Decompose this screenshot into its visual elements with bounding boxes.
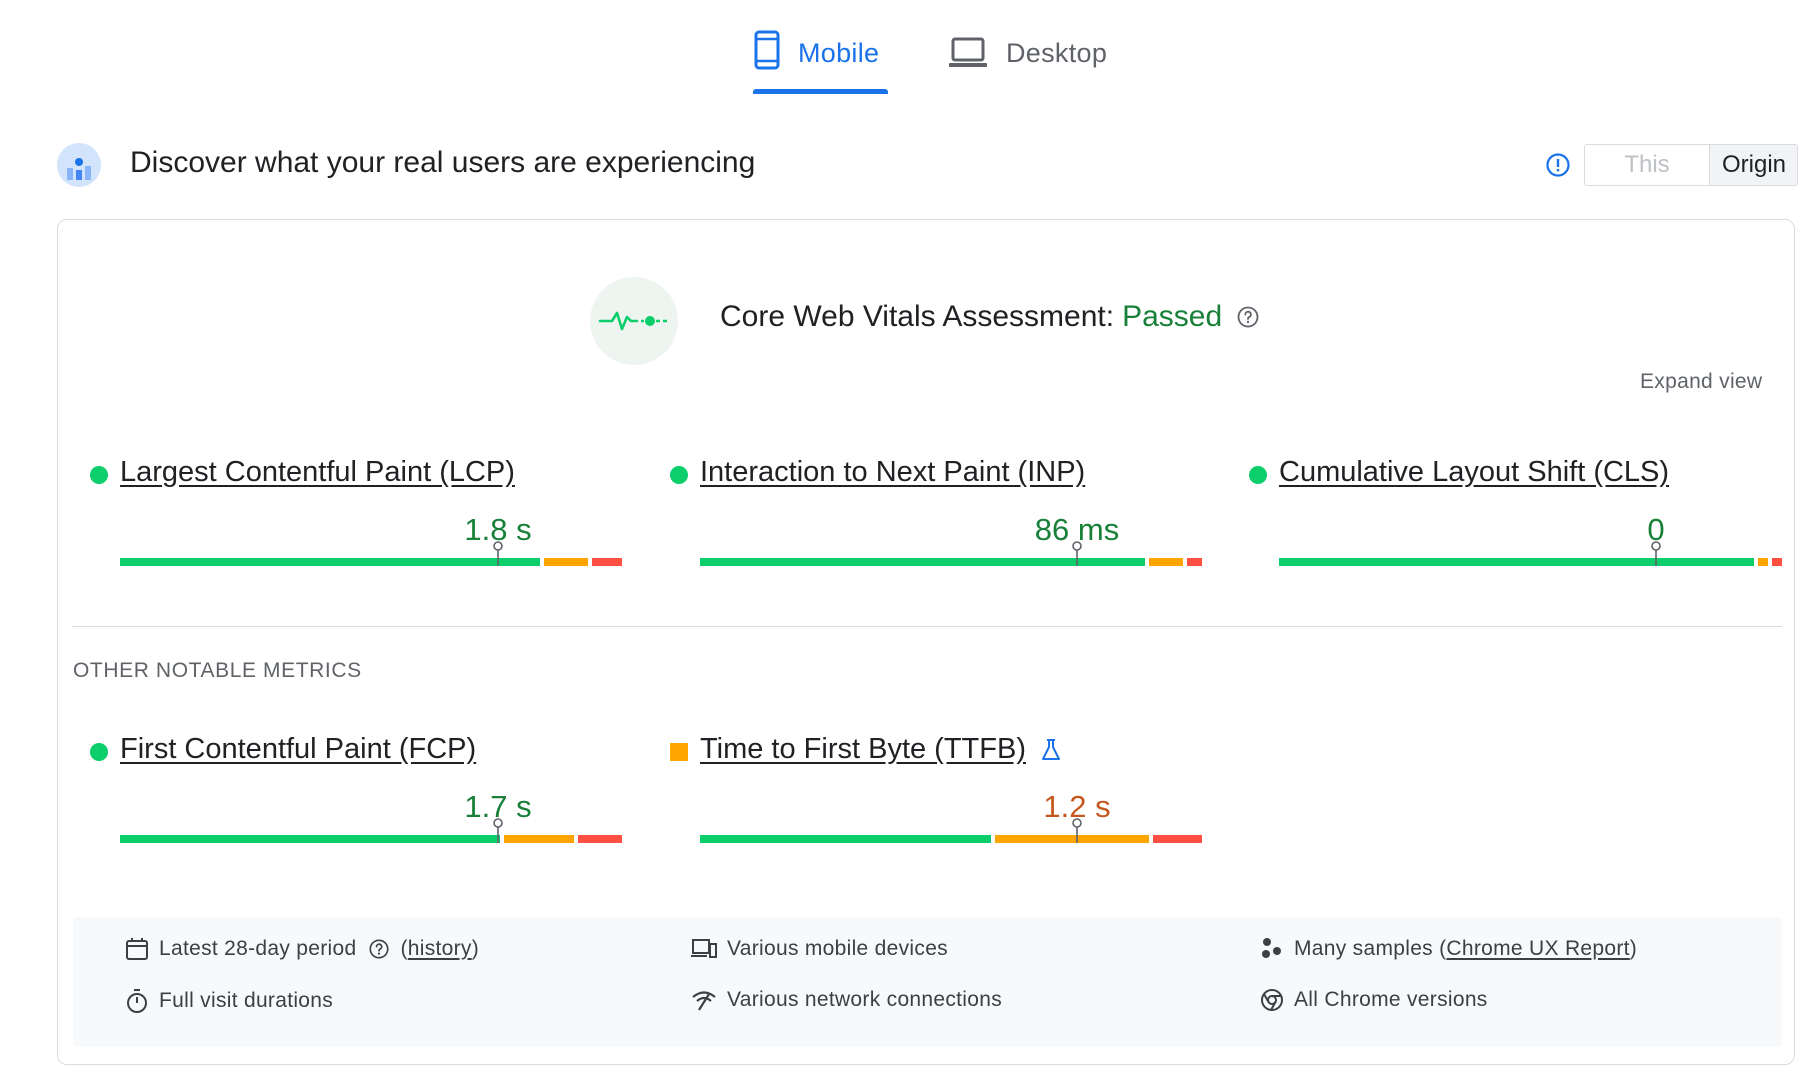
network-types: Various network connections <box>691 988 1002 1012</box>
good-segment <box>1279 558 1755 566</box>
poor-segment <box>1187 558 1202 566</box>
visit-durations: Full visit durations <box>125 988 333 1014</box>
good-status-dot <box>1249 466 1267 484</box>
percentile-marker-icon <box>1072 818 1082 843</box>
active-tab-indicator <box>753 89 888 94</box>
tab-mobile[interactable]: Mobile <box>754 30 890 96</box>
poor-segment <box>1152 835 1202 843</box>
needs-improvement-status-square <box>670 743 688 761</box>
samples-icon <box>1262 938 1281 958</box>
origin-button[interactable]: Origin <box>1709 145 1797 185</box>
laptop-icon <box>949 37 987 67</box>
devices-label: Various mobile devices <box>727 937 948 960</box>
chrome-ux-report-link[interactable]: Chrome UX Report <box>1446 937 1630 960</box>
good-segment <box>120 835 501 843</box>
device-types: Various mobile devices <box>691 937 948 961</box>
poor-segment <box>577 835 622 843</box>
distribution-bar <box>700 558 1202 566</box>
good-segment <box>120 558 540 566</box>
cwv-assessment: Core Web Vitals Assessment: Passed <box>720 300 1260 334</box>
info-icon[interactable] <box>1545 152 1571 178</box>
distribution-bar <box>1279 558 1782 566</box>
tab-desktop[interactable]: Desktop <box>948 30 1107 96</box>
distribution-bar <box>120 558 622 566</box>
needs-improvement-segment <box>1148 558 1184 566</box>
sample-source: Many samples (Chrome UX Report) <box>1260 937 1637 961</box>
metric-inp: Interaction to Next Paint (INP) 86 ms <box>636 456 1202 586</box>
percentile-marker-icon <box>1072 541 1082 566</box>
percentile-marker-icon <box>1651 541 1661 566</box>
this-url-button[interactable]: This URL <box>1585 145 1709 185</box>
chrome-versions: All Chrome versions <box>1260 988 1488 1012</box>
assessment-label: Core Web Vitals Assessment: <box>720 300 1115 333</box>
history-paren-close: ) <box>471 937 480 960</box>
needs-improvement-segment <box>995 835 1149 843</box>
experimental-flask-icon[interactable] <box>1040 738 1062 762</box>
metric-name-link[interactable]: First Contentful Paint (FCP) <box>120 733 477 765</box>
metric-value: 1.2 s <box>1043 789 1111 824</box>
durations-label: Full visit durations <box>159 989 334 1012</box>
help-icon[interactable] <box>1236 305 1260 329</box>
period-label: Latest 28-day period <box>159 937 357 960</box>
crux-logo-icon <box>57 143 101 187</box>
needs-improvement-segment <box>504 835 574 843</box>
stopwatch-icon <box>127 989 147 1013</box>
percentile-marker-icon <box>493 541 503 566</box>
metric-fcp: First Contentful Paint (FCP) 1.7 s <box>56 733 622 863</box>
metric-name-link[interactable]: Time to First Byte (TTFB) <box>700 733 1026 765</box>
help-icon[interactable] <box>368 938 390 960</box>
tab-label: Desktop <box>1006 38 1108 68</box>
assessment-status: Passed <box>1122 300 1223 333</box>
chrome-icon <box>1261 989 1283 1011</box>
metric-cls: Cumulative Layout Shift (CLS) 0 <box>1215 456 1782 586</box>
vitals-pulse-icon <box>590 277 678 365</box>
history-link[interactable]: history <box>407 937 472 960</box>
tab-label: Mobile <box>798 38 880 68</box>
network-label: Various network connections <box>727 988 1003 1011</box>
needs-improvement-segment <box>543 558 589 566</box>
metric-ttfb: Time to First Byte (TTFB) 1.2 s <box>636 733 1202 863</box>
percentile-marker-icon <box>493 818 503 843</box>
metric-value: 1.7 s <box>464 789 532 824</box>
distribution-bar <box>700 835 1202 843</box>
good-segment <box>700 558 1145 566</box>
versions-label: All Chrome versions <box>1294 988 1488 1011</box>
expand-view-button[interactable]: Expand view <box>1640 370 1763 393</box>
field-data-header: Discover what your real users are experi… <box>56 140 1798 194</box>
network-icon <box>692 991 716 1011</box>
history-paren-open: ( <box>400 937 408 960</box>
poor-segment <box>592 558 622 566</box>
section-divider <box>72 626 1782 627</box>
device-tabs: Mobile Desktop <box>0 0 1810 100</box>
other-metrics-heading: OTHER NOTABLE METRICS <box>73 659 362 682</box>
good-segment <box>700 835 992 843</box>
data-source-footer: Latest 28-day period (history) Full visi… <box>73 917 1782 1047</box>
good-status-dot <box>90 466 108 484</box>
page-title: Discover what your real users are experi… <box>130 146 756 179</box>
url-origin-toggle: This URL Origin <box>1584 144 1798 186</box>
metric-value: 0 <box>1647 512 1665 547</box>
poor-segment <box>1772 558 1782 566</box>
metric-value: 1.8 s <box>464 512 532 547</box>
metric-name-link[interactable]: Interaction to Next Paint (INP) <box>700 456 1086 488</box>
samples-suffix: ) <box>1629 937 1638 960</box>
distribution-bar <box>120 835 622 843</box>
smartphone-icon <box>754 30 780 70</box>
metric-value: 86 ms <box>1034 512 1120 547</box>
calendar-icon <box>126 938 148 960</box>
good-status-dot <box>670 466 688 484</box>
needs-improvement-segment <box>1758 558 1769 566</box>
metric-name-link[interactable]: Cumulative Layout Shift (CLS) <box>1279 456 1670 488</box>
collection-period: Latest 28-day period (history) <box>125 937 479 961</box>
metric-lcp: Largest Contentful Paint (LCP) 1.8 s <box>56 456 622 586</box>
samples-prefix: Many samples ( <box>1294 937 1447 960</box>
field-data-card <box>57 219 1795 1065</box>
good-status-dot <box>90 743 108 761</box>
metric-name-link[interactable]: Largest Contentful Paint (LCP) <box>120 456 515 488</box>
devices-icon <box>691 939 717 958</box>
